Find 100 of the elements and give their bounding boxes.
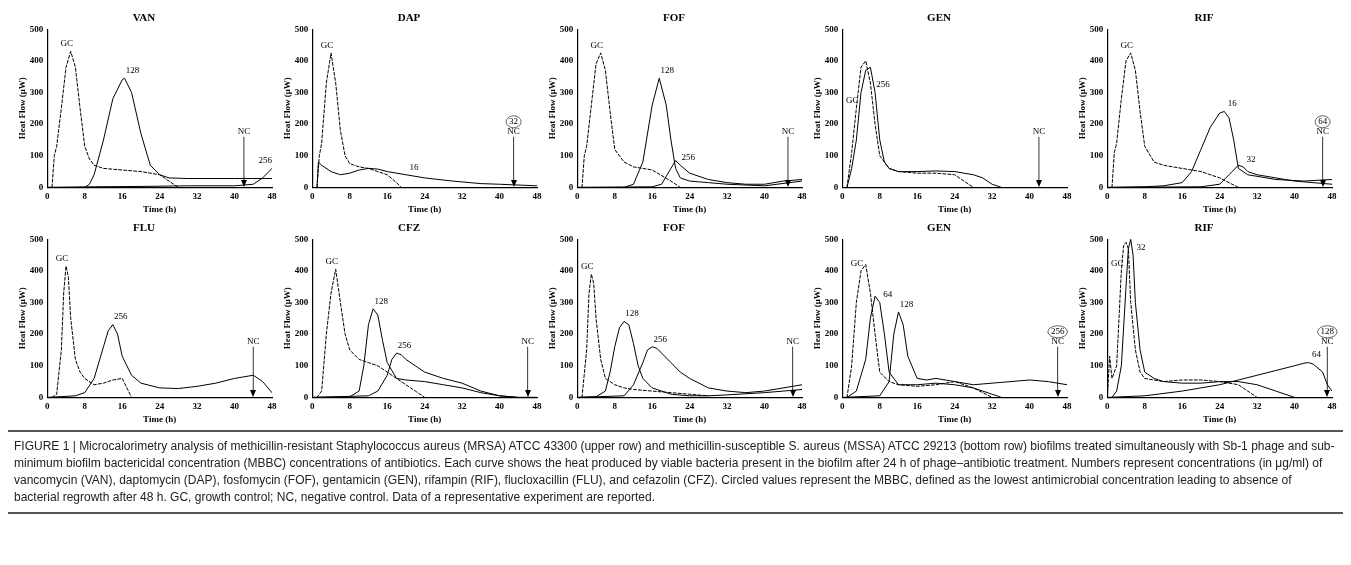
y-tick-label: 100 xyxy=(29,150,44,161)
y-tick-label: 100 xyxy=(824,150,839,161)
y-tick-label: 300 xyxy=(294,86,309,97)
x-tick-label: 32 xyxy=(192,401,203,412)
series-label: 256 xyxy=(681,152,696,163)
chart-title: FOF xyxy=(663,221,686,234)
x-tick-label: 40 xyxy=(1025,191,1035,202)
x-tick-label: 40 xyxy=(1290,191,1300,202)
y-tick-label: 400 xyxy=(1089,265,1104,276)
y-tick-label: 0 xyxy=(303,391,309,402)
x-tick-label: 40 xyxy=(230,401,240,412)
x-axis-title: Time (h) xyxy=(938,413,972,424)
ref-line-label: NC xyxy=(1032,125,1046,136)
x-tick-label: 24 xyxy=(685,191,695,202)
y-tick-label: 100 xyxy=(1089,150,1104,161)
y-tick-label: 0 xyxy=(833,391,839,402)
x-tick-label: 8 xyxy=(612,191,618,202)
x-tick-label: 32 xyxy=(722,191,733,202)
series-label: 256 xyxy=(258,155,273,166)
y-axis-title: Heat Flow (μW) xyxy=(811,77,822,140)
chart-title: GEN xyxy=(927,221,951,234)
y-tick-label: 200 xyxy=(824,328,839,339)
x-axis-title: Time (h) xyxy=(1203,203,1237,214)
chart-title: RIF xyxy=(1194,221,1214,234)
y-tick-label: 200 xyxy=(29,328,44,339)
x-tick-label: 32 xyxy=(192,191,203,202)
series-label: GC xyxy=(590,39,603,50)
x-tick-label: 48 xyxy=(267,191,277,202)
series-label: 128 xyxy=(899,298,914,309)
x-tick-label: 24 xyxy=(420,191,430,202)
series-label: GC xyxy=(846,95,859,106)
y-axis-title: Heat Flow (μW) xyxy=(16,287,27,350)
x-tick-label: 24 xyxy=(950,191,960,202)
x-axis-title: Time (h) xyxy=(938,203,972,214)
ref-line-label: NC xyxy=(786,335,799,346)
x-tick-label: 16 xyxy=(117,401,128,412)
x-tick-label: 48 xyxy=(532,401,542,412)
annotation: 256 xyxy=(1050,326,1065,337)
annotation: 128 xyxy=(1320,326,1335,337)
y-tick-label: 400 xyxy=(29,265,44,276)
x-tick-label: 16 xyxy=(382,191,393,202)
y-tick-label: 300 xyxy=(824,86,839,97)
x-tick-label: 16 xyxy=(1177,401,1188,412)
y-tick-label: 200 xyxy=(294,118,309,129)
series-label: GC xyxy=(1111,257,1124,268)
y-axis-title: Heat Flow (μW) xyxy=(811,287,822,350)
x-tick-label: 16 xyxy=(382,401,393,412)
ref-line-label: NC xyxy=(521,335,534,346)
y-tick-label: 400 xyxy=(559,55,574,66)
y-tick-label: 300 xyxy=(1089,86,1104,97)
series-label: GC xyxy=(850,257,864,268)
x-tick-label: 24 xyxy=(155,401,165,412)
x-tick-label: 24 xyxy=(1215,191,1225,202)
y-tick-label: 400 xyxy=(824,265,839,276)
y-axis-title: Heat Flow (μW) xyxy=(281,77,292,140)
ref-line-label: NC xyxy=(1321,335,1334,346)
ref-line-label: NC xyxy=(247,335,260,346)
x-axis-title: Time (h) xyxy=(408,203,442,214)
x-tick-label: 48 xyxy=(797,191,807,202)
x-tick-label: 0 xyxy=(575,191,581,202)
x-tick-label: 16 xyxy=(912,401,923,412)
x-tick-label: 48 xyxy=(1327,191,1337,202)
y-tick-label: 200 xyxy=(559,328,574,339)
x-tick-label: 24 xyxy=(420,401,430,412)
y-tick-label: 500 xyxy=(824,23,839,34)
chart-title: DAP xyxy=(397,11,421,24)
y-axis-title: Heat Flow (μW) xyxy=(281,287,292,350)
x-tick-label: 32 xyxy=(457,191,468,202)
y-tick-label: 0 xyxy=(303,181,309,192)
series-label: 64 xyxy=(883,289,893,300)
y-tick-label: 300 xyxy=(559,296,574,307)
y-tick-label: 400 xyxy=(824,55,839,66)
x-tick-label: 8 xyxy=(82,401,88,412)
y-tick-label: 500 xyxy=(1089,23,1104,34)
x-tick-label: 8 xyxy=(1142,191,1148,202)
x-tick-label: 48 xyxy=(267,401,277,412)
x-tick-label: 16 xyxy=(647,401,658,412)
x-tick-label: 40 xyxy=(760,191,770,202)
chart-title: RIF xyxy=(1194,11,1214,24)
x-tick-label: 24 xyxy=(685,401,695,412)
y-axis-title: Heat Flow (μW) xyxy=(1076,77,1087,140)
series-label: 64 xyxy=(1312,349,1322,360)
y-tick-label: 0 xyxy=(38,391,44,402)
x-axis-title: Time (h) xyxy=(143,203,177,214)
x-tick-label: 0 xyxy=(575,401,581,412)
x-tick-label: 32 xyxy=(722,401,733,412)
series-label: GC xyxy=(55,252,69,263)
x-tick-label: 32 xyxy=(457,401,468,412)
x-tick-label: 40 xyxy=(495,401,505,412)
series-label: 256 xyxy=(876,79,891,90)
series-label: 256 xyxy=(114,311,129,322)
x-tick-label: 0 xyxy=(1105,401,1111,412)
y-tick-label: 100 xyxy=(29,360,44,371)
x-tick-label: 40 xyxy=(1290,401,1300,412)
chart-title: FLU xyxy=(133,221,156,234)
x-axis-title: Time (h) xyxy=(1203,413,1237,424)
y-tick-label: 300 xyxy=(29,86,44,97)
y-tick-label: 200 xyxy=(824,118,839,129)
x-tick-label: 0 xyxy=(1105,191,1111,202)
ref-line-label: NC xyxy=(1316,125,1329,136)
